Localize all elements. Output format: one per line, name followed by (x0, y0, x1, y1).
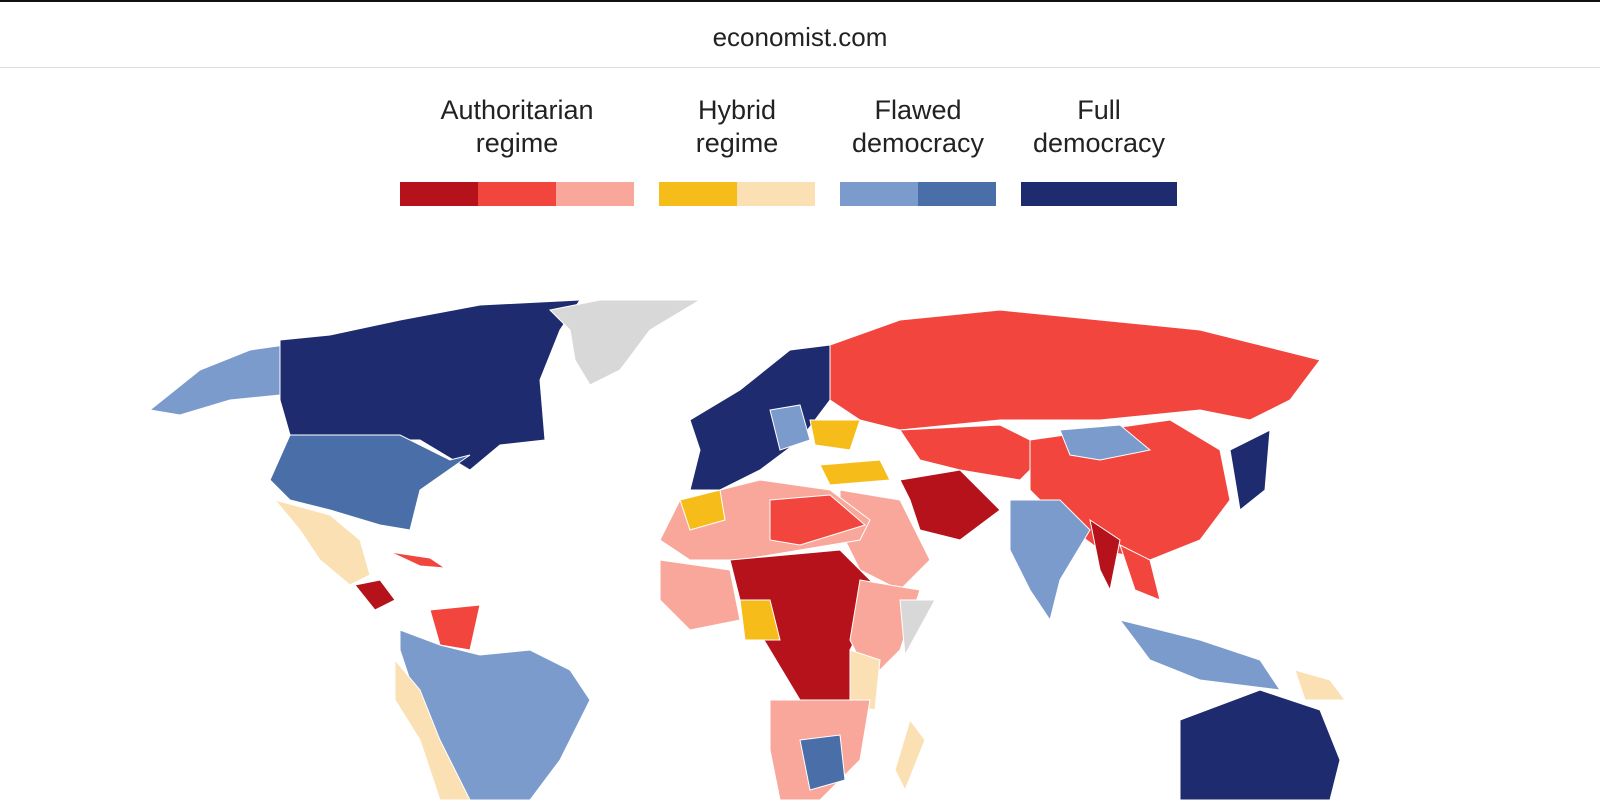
region (1059, 424, 1152, 461)
legend-label: Flawed democracy (851, 95, 985, 158)
region (1089, 518, 1121, 592)
legend-label: Hybrid regime (695, 95, 779, 158)
region (769, 494, 867, 546)
legend-swatch (737, 182, 815, 206)
region (899, 469, 1001, 541)
region (1009, 499, 1091, 622)
region (548, 299, 702, 386)
region (899, 599, 936, 657)
region (689, 344, 831, 491)
region (809, 419, 861, 451)
region (679, 489, 726, 531)
region (819, 459, 891, 486)
region (1118, 619, 1282, 691)
region (429, 604, 481, 651)
legend-swatch (478, 182, 556, 206)
top-bar (0, 0, 1600, 2)
legend-swatch (400, 182, 478, 206)
region (1119, 544, 1161, 601)
region (739, 599, 781, 641)
region (799, 734, 846, 791)
region (269, 434, 471, 531)
region (389, 551, 447, 569)
legend-swatch (840, 182, 918, 206)
region (394, 658, 471, 800)
region (1179, 689, 1341, 800)
region (894, 718, 926, 792)
legend-swatch (659, 182, 737, 206)
region (899, 424, 1051, 481)
region (1294, 669, 1346, 701)
legend-label: Full democracy (1032, 95, 1166, 158)
region (273, 499, 371, 586)
region (829, 309, 1321, 431)
legend-label: Authoritarian regime (440, 95, 594, 158)
region (659, 559, 741, 631)
legend-swatch (918, 182, 996, 206)
region (354, 579, 396, 611)
divider (0, 67, 1600, 68)
region (849, 649, 881, 711)
region (769, 404, 811, 451)
legend-swatch (556, 182, 634, 206)
legend-swatch (1021, 182, 1177, 206)
site-name: economist.com (712, 22, 888, 52)
region (1229, 429, 1271, 511)
